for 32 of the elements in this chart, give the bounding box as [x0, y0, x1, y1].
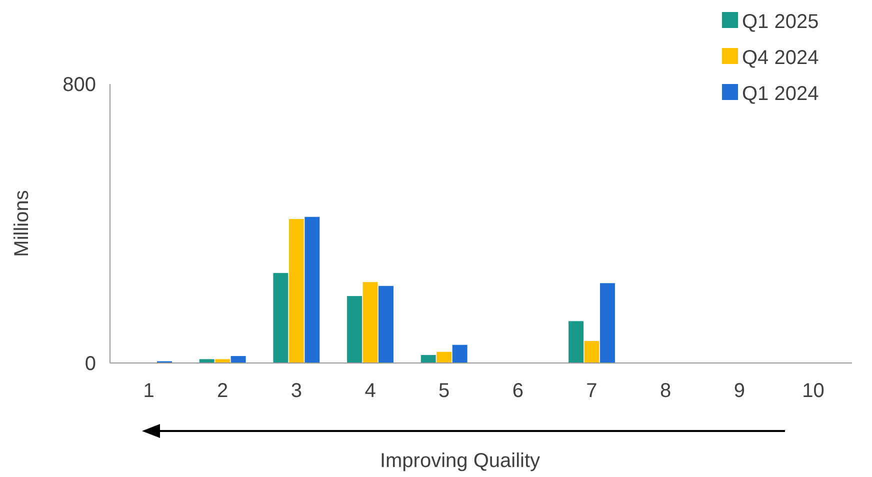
- legend-label: Q1 2024: [742, 83, 819, 105]
- y-tick-label: 0: [84, 353, 96, 375]
- bar: [436, 352, 452, 363]
- x-tick-label: 10: [802, 380, 824, 402]
- x-tick-label: 5: [438, 380, 450, 402]
- bar: [378, 286, 394, 363]
- bar: [273, 273, 288, 363]
- x-tick-label: 1: [143, 380, 154, 402]
- bar: [230, 356, 246, 363]
- legend-label: Q4 2024: [742, 47, 819, 69]
- bar: [347, 296, 362, 363]
- x-axis-title: Improving Quaility: [380, 450, 540, 472]
- x-tick-label: 7: [586, 380, 598, 402]
- x-tick-label: 9: [734, 380, 745, 402]
- x-tick-label: 2: [217, 380, 228, 402]
- x-tick-label: 8: [660, 380, 672, 402]
- bar: [600, 283, 615, 363]
- bar: [199, 359, 214, 363]
- bar: [288, 218, 304, 363]
- y-axis-title: Millions: [11, 190, 33, 257]
- y-tick-label: 800: [62, 74, 96, 96]
- x-tick-label: 6: [512, 380, 524, 402]
- bar: [304, 216, 320, 363]
- legend-label: Q1 2025: [742, 11, 819, 33]
- bar: [420, 354, 436, 363]
- bar: [362, 282, 378, 363]
- bar: [568, 321, 584, 363]
- x-tick-label: 4: [364, 380, 376, 402]
- bar: [584, 341, 600, 363]
- x-tick-label: 3: [290, 380, 302, 402]
- bar: [215, 359, 230, 363]
- bar: [452, 344, 468, 363]
